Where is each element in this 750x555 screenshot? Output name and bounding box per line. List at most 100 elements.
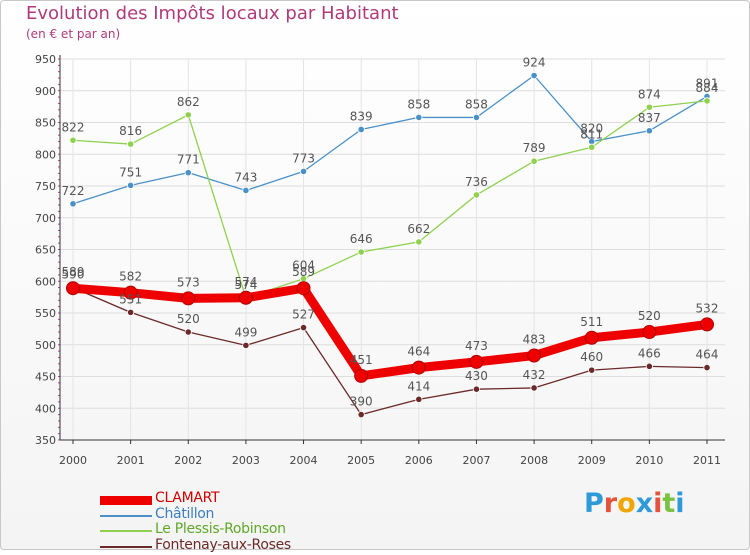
data-point xyxy=(584,330,599,345)
data-label: 390 xyxy=(350,395,373,409)
series-line-Châtillon xyxy=(72,74,708,205)
proxiti-logo: Proxiti xyxy=(584,488,685,519)
data-point xyxy=(472,191,481,199)
x-tick-label: 2007 xyxy=(462,454,490,467)
data-label: 520 xyxy=(638,309,661,323)
y-tick-label: 900 xyxy=(35,85,56,98)
y-tick-label: 500 xyxy=(35,339,56,352)
data-point xyxy=(184,111,192,119)
legend-label: CLAMART xyxy=(155,490,220,506)
grid-lines xyxy=(60,58,725,441)
x-tick-label: 2009 xyxy=(578,454,606,467)
data-label: 722 xyxy=(62,184,85,198)
data-point xyxy=(357,125,365,134)
y-tick-label: 800 xyxy=(35,148,56,161)
data-label: 511 xyxy=(580,315,603,329)
data-label: 771 xyxy=(177,153,200,167)
y-tick-label: 750 xyxy=(35,180,56,193)
y-tick-label: 400 xyxy=(35,402,56,415)
data-point xyxy=(242,186,250,195)
data-point xyxy=(642,325,657,340)
data-label: 520 xyxy=(177,312,200,326)
data-point xyxy=(184,169,192,177)
y-tick-label: 650 xyxy=(35,244,56,257)
data-label: 499 xyxy=(234,325,257,339)
data-label: 466 xyxy=(638,346,661,360)
y-tick-label: 600 xyxy=(35,275,56,288)
chart-title: Evolution des Impôts locaux par Habitant xyxy=(26,3,399,24)
data-label: 773 xyxy=(292,151,315,165)
series-line-CLAMART xyxy=(72,283,708,381)
data-point xyxy=(296,281,311,296)
x-tick-label: 2001 xyxy=(117,454,145,467)
legend-label: Le Plessis-Robinson xyxy=(155,521,286,537)
data-point xyxy=(127,308,135,316)
data-label: 574 xyxy=(234,278,257,292)
data-label: 589 xyxy=(292,265,315,279)
data-point xyxy=(184,328,192,336)
data-point xyxy=(530,157,538,165)
data-label: 432 xyxy=(523,368,546,382)
legend-label: Châtillon xyxy=(155,505,215,522)
axes: 350 400 450 500 550 600 650 700 750 800 850 900 950 2… xyxy=(35,53,725,467)
data-label: 858 xyxy=(465,97,488,111)
data-point xyxy=(415,113,423,122)
legend-swatch xyxy=(100,530,152,532)
data-label: 473 xyxy=(465,339,488,353)
data-point xyxy=(527,348,542,363)
y-tick-label: 550 xyxy=(35,307,56,320)
chart-subtitle: (en € et par an) xyxy=(26,27,121,41)
series-line-Fontenay-aux-Roses xyxy=(72,287,708,416)
data-point xyxy=(530,71,538,80)
data-point xyxy=(645,103,653,111)
x-tick-label: 2000 xyxy=(59,454,87,467)
data-label: 646 xyxy=(350,232,373,246)
data-label: 451 xyxy=(350,353,373,367)
data-label: 551 xyxy=(119,292,142,306)
data-label: 532 xyxy=(696,301,719,315)
data-point xyxy=(472,385,481,393)
data-label: 464 xyxy=(696,348,719,362)
x-tick-label: 2004 xyxy=(290,454,318,467)
data-label: 590 xyxy=(62,268,85,282)
data-label: 884 xyxy=(696,81,719,95)
x-tick-label: 2006 xyxy=(405,454,433,467)
y-tick-label: 700 xyxy=(35,212,56,225)
data-label: 837 xyxy=(638,111,661,125)
x-tick-label: 2005 xyxy=(347,454,375,467)
data-labels: 722 751 771 743 773 839 858 858 924 820 837 891 822 8… xyxy=(62,56,719,409)
data-point xyxy=(354,368,369,383)
data-label: 820 xyxy=(580,122,603,136)
data-point xyxy=(645,362,653,370)
y-tick-label: 350 xyxy=(35,434,56,447)
x-tick-label: 2010 xyxy=(635,454,663,467)
data-label: 574 xyxy=(234,275,257,289)
data-point xyxy=(530,384,538,392)
data-point xyxy=(127,181,135,189)
data-point xyxy=(66,281,80,296)
data-point xyxy=(357,248,365,256)
data-point xyxy=(703,97,711,105)
data-label: 589 xyxy=(62,265,85,279)
data-label: 582 xyxy=(119,270,142,284)
data-point xyxy=(299,167,308,175)
y-tick-label: 950 xyxy=(35,53,56,66)
x-tick-label: 2002 xyxy=(174,454,202,467)
data-label: 573 xyxy=(177,275,200,289)
data-label: 839 xyxy=(350,109,373,123)
data-point xyxy=(127,140,135,148)
data-point xyxy=(415,395,423,403)
data-point xyxy=(469,354,484,369)
data-point xyxy=(588,143,596,151)
data-label: 789 xyxy=(523,141,546,155)
data-label: 604 xyxy=(292,259,315,273)
data-point xyxy=(123,285,138,300)
data-point xyxy=(299,324,308,332)
data-point xyxy=(69,136,77,144)
data-point xyxy=(411,360,426,375)
data-label: 816 xyxy=(119,124,142,138)
data-point xyxy=(703,364,711,372)
y-tick-label: 850 xyxy=(35,117,56,130)
